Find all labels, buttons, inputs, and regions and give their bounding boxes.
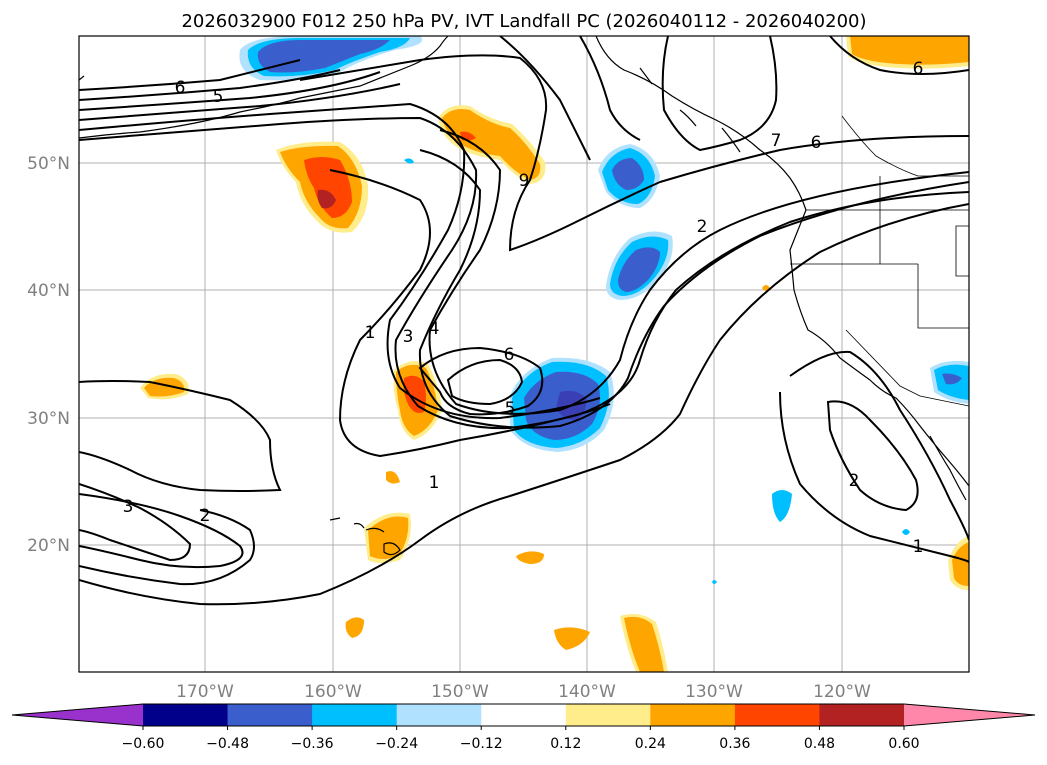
islands — [329, 517, 401, 556]
map-frame — [78, 35, 970, 673]
anomaly-negative-136w-42n — [606, 231, 673, 300]
contour-label: 7 — [771, 131, 782, 151]
colorbar-segment — [312, 704, 398, 726]
anomaly-negative-alaska — [239, 36, 423, 81]
coastlines — [79, 36, 969, 501]
colorbar-segment — [650, 704, 736, 726]
colorbar-segment — [227, 704, 313, 726]
lat-tick-label: 20°N — [27, 536, 70, 556]
colorbar-segments — [12, 704, 1035, 726]
contour-label: 5 — [505, 399, 516, 419]
longitude-labels: 170°W 160°W 150°W 140°W 130°W 120°W — [176, 682, 871, 702]
contour-label: 1 — [913, 537, 924, 557]
lon-tick-label: 170°W — [176, 682, 234, 702]
colorbar-tick-label: −0.24 — [375, 736, 418, 752]
contour-label: 6 — [811, 133, 822, 153]
colorbar-tick-label: −0.12 — [460, 736, 503, 752]
lat-tick-label: 30°N — [27, 409, 70, 429]
contour-label: 6 — [504, 345, 515, 365]
colorbar-extend-min — [12, 704, 143, 726]
colorbar-extend-max — [904, 704, 1035, 726]
contour-label: 4 — [429, 319, 440, 339]
contour-label: 5 — [213, 87, 224, 107]
colorbar-tick-label: 0.60 — [888, 736, 919, 752]
colorbar-segment — [734, 704, 820, 726]
colorbar-ticks: −0.60 −0.48 −0.36 −0.24 −0.12 0.12 0.24 0.36 0.4… — [122, 726, 920, 752]
contour-labels: 6 5 9 7 6 2 1 3 4 6 5 1 3 2 2 1 6 — [123, 59, 924, 557]
contour-label: 2 — [849, 471, 860, 491]
lon-tick-label: 120°W — [813, 682, 871, 702]
colorbar: −0.60 −0.48 −0.36 −0.24 −0.12 0.12 0.24 0.36 0.4… — [11, 703, 1036, 752]
anomaly-positive-160w — [276, 141, 369, 233]
colorbar-outline — [11, 703, 1036, 727]
pv-contours — [79, 36, 969, 606]
colorbar-tick-label: −0.36 — [291, 736, 334, 752]
colorbar-segment — [481, 704, 567, 726]
map-content — [79, 36, 969, 672]
lat-tick-label: 40°N — [27, 281, 70, 301]
colorbar-tick-label: 0.48 — [804, 736, 835, 752]
colorbar-tick-label: −0.60 — [122, 736, 165, 752]
colorbar-segment — [396, 704, 482, 726]
lon-tick-label: 150°W — [431, 682, 489, 702]
contour-label: 6 — [913, 59, 924, 79]
colorbar-segment — [143, 704, 229, 726]
lon-tick-label: 140°W — [558, 682, 616, 702]
contour-label: 6 — [175, 78, 186, 98]
contour-label: 2 — [200, 506, 211, 526]
lon-tick-label: 130°W — [685, 682, 743, 702]
lon-tick-label: 160°W — [304, 682, 362, 702]
contour-label: 2 — [697, 217, 708, 237]
colorbar-tick-label: 0.12 — [550, 736, 581, 752]
colorbar-segment — [819, 704, 905, 726]
colorbar-segment — [565, 704, 651, 726]
contour-label: 9 — [519, 171, 530, 191]
anomaly-positive-topright — [846, 36, 969, 69]
colorbar-tick-label: 0.36 — [719, 736, 750, 752]
anomaly-small-spots — [345, 158, 969, 672]
contour-label: 1 — [365, 323, 376, 343]
figure-title: 2026032900 F012 250 hPa PV, IVT Landfall… — [181, 11, 866, 32]
contour-label: 1 — [429, 473, 440, 493]
lat-tick-label: 50°N — [27, 154, 70, 174]
contour-label: 3 — [403, 327, 414, 347]
contour-label: 3 — [123, 497, 134, 517]
colorbar-tick-label: 0.24 — [635, 736, 666, 752]
latitude-labels: 50°N 40°N 30°N 20°N — [27, 154, 70, 556]
colorbar-tick-label: −0.48 — [206, 736, 249, 752]
